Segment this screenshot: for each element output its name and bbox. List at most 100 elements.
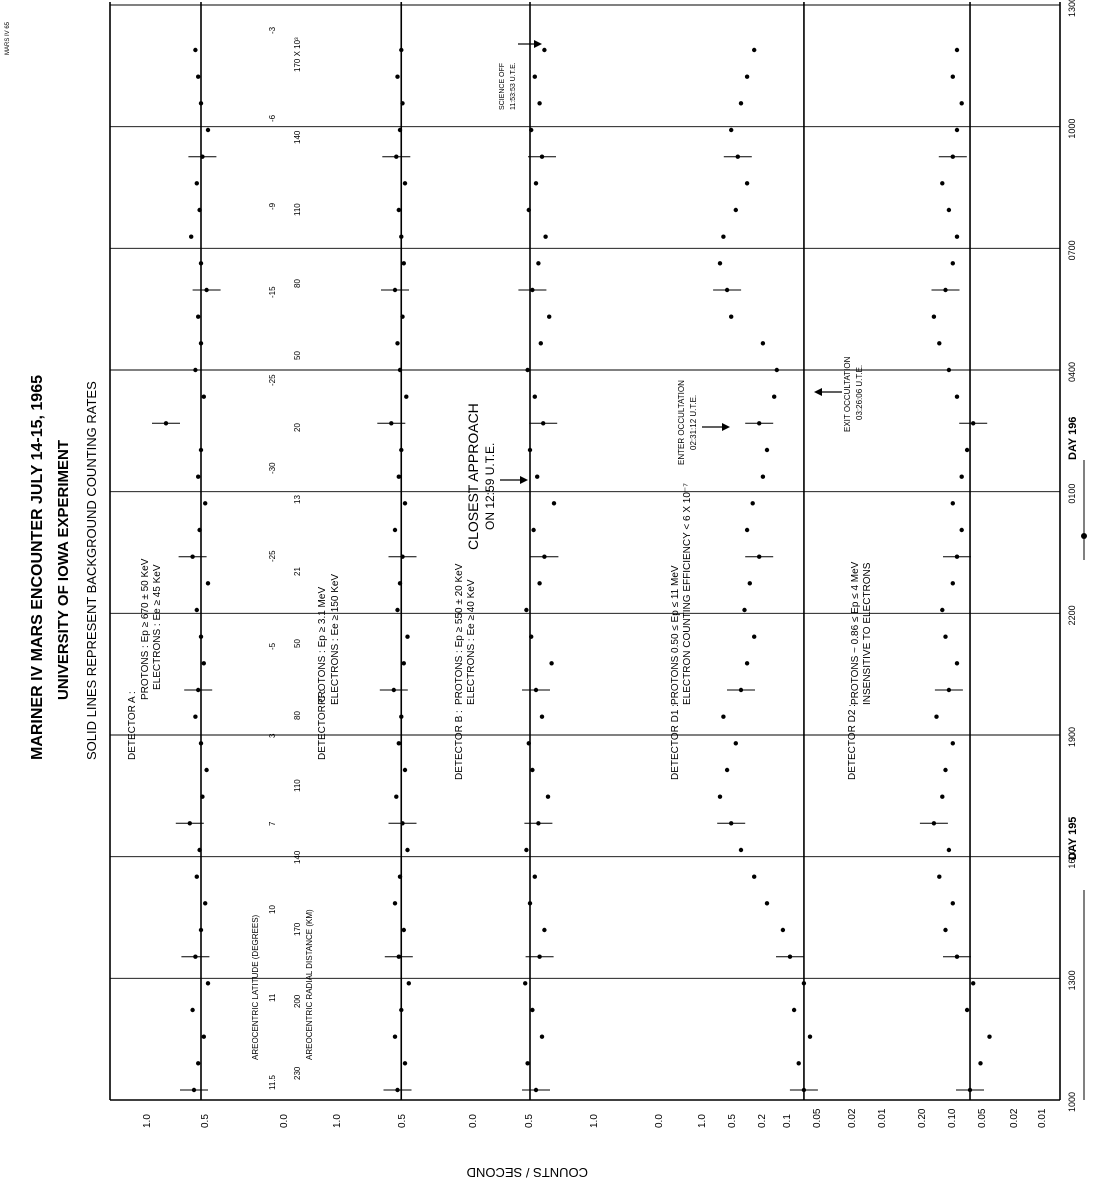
distance-tick: 170: [293, 922, 302, 936]
data-point: [533, 181, 539, 186]
data-point: [529, 634, 534, 639]
data-point: [529, 127, 534, 133]
latitude-tick: -5: [268, 642, 277, 650]
data-point: [729, 127, 734, 133]
detector-a-line-2: ELECTRONS : Ee ≥ 45 KeV: [152, 564, 163, 690]
data-point: [742, 607, 747, 613]
data-point: [392, 527, 398, 533]
latitude-tick: 11.5: [268, 1074, 277, 1090]
data-point: [717, 794, 723, 799]
data-point: [717, 261, 723, 266]
data-point: [400, 101, 405, 106]
data-point: [530, 1007, 535, 1013]
data-point: [399, 234, 404, 239]
data-point: [401, 661, 406, 666]
data-point: [971, 981, 976, 986]
science-off-line-1: SCIENCE OFF: [499, 63, 506, 110]
data-point: [526, 207, 531, 213]
data-point: [527, 447, 533, 453]
data-point: [954, 661, 960, 666]
distance-tick: 140: [293, 130, 302, 144]
data-point: [193, 47, 198, 53]
data-point: [196, 474, 201, 479]
latitude-tick: 11: [268, 993, 277, 1002]
data-point: [950, 261, 955, 266]
data-point: [950, 901, 955, 906]
data-point: [196, 314, 201, 319]
data-point: [201, 661, 206, 666]
data-point: [399, 447, 404, 453]
y-tick-label: 1.0: [142, 1114, 153, 1128]
y-tick-label: 1.0: [332, 1114, 343, 1128]
latitude-tick: -25: [268, 550, 277, 562]
data-point: [774, 367, 779, 373]
time-tick-label: 1900: [1067, 727, 1077, 747]
latitude-tick: -9: [268, 202, 277, 210]
data-point: [198, 101, 204, 106]
data-point: [539, 714, 545, 719]
data-point: [950, 741, 955, 746]
data-point: [937, 341, 942, 346]
detector-c-line-1: PROTONS : Ep ≥ 3.1 MeV: [317, 587, 328, 705]
data-point: [197, 847, 202, 853]
data-point: [397, 127, 403, 133]
y-tick-label: 1.0: [697, 1114, 708, 1128]
data-point: [752, 47, 757, 53]
distance-tick: 50: [293, 639, 302, 648]
data-point: [394, 794, 399, 799]
data-point: [205, 127, 211, 133]
data-point: [752, 874, 757, 879]
data-point: [764, 447, 770, 453]
data-point: [399, 47, 404, 53]
data-point: [801, 981, 807, 986]
detector-a-line-1: PROTONS : Ep ≥ 670 ± 50 KeV: [140, 558, 151, 700]
data-points: [152, 47, 992, 1093]
y-axis-title: COUNTS / SECOND: [467, 1165, 588, 1180]
detector-c-line-2: ELECTRONS : Ee ≥ 150 KeV: [330, 574, 341, 705]
y-tick-label: 0.0: [279, 1114, 290, 1128]
background-lines: [200, 2, 971, 1100]
time-tick-label: 1000: [1067, 119, 1077, 139]
title-block: MARS IV 65 MARINER IV MARS ENCOUNTER JUL…: [5, 21, 99, 760]
data-point: [950, 501, 955, 506]
data-point: [523, 981, 528, 986]
latitude-tick: -6: [268, 114, 277, 122]
data-point: [721, 234, 726, 239]
data-point: [401, 927, 406, 933]
data-point: [744, 661, 750, 666]
day-boundary-marker: [1081, 533, 1087, 539]
data-point: [193, 367, 198, 373]
distance-tick: 13: [293, 495, 302, 504]
detector-d1-line-1: PROTONS 0.50 ≤ Ep ≤ 11 MeV: [670, 565, 681, 705]
data-point: [744, 181, 750, 186]
data-point: [738, 101, 744, 106]
data-point: [954, 234, 960, 239]
y-tick-label: 0.1: [782, 1114, 793, 1128]
data-point: [791, 1007, 797, 1013]
data-point: [405, 847, 410, 853]
y-tick-label: 0.01: [1037, 1108, 1048, 1128]
day-markers: DAY 195 DAY 196: [1067, 417, 1087, 1100]
distance-tick: 200: [293, 994, 302, 1008]
y-tick-label: 0.20: [917, 1108, 928, 1128]
y-tick-label: 0.02: [1009, 1108, 1020, 1128]
data-point: [535, 474, 540, 479]
closest-approach-line-2: ON 12:59 U.T.E.: [483, 443, 497, 530]
data-point: [964, 447, 970, 453]
data-point: [807, 1034, 813, 1039]
time-tick-label: 2200: [1067, 605, 1077, 625]
data-point: [964, 1007, 970, 1013]
distance-title: AREOCENTRIC RADIAL DISTANCE (KM): [305, 909, 314, 1060]
enter-occultation-arrowhead: [722, 423, 730, 431]
data-point: [395, 74, 400, 79]
detector-d2-line-1: PROTONS ~ 0.86 ≤ Ep ≤ 4 MeV: [850, 561, 861, 705]
detector-b-line-1: PROTONS : Ep ≥ 550 ± 20 KeV: [454, 563, 465, 705]
exit-occultation-arrowhead: [814, 388, 822, 396]
data-point: [406, 981, 411, 986]
time-grid-lines: [110, 4, 1060, 1101]
day-196-label: DAY 196: [1067, 417, 1079, 460]
detector-d1-name: DETECTOR D1 :: [670, 704, 681, 780]
latitude-ticks: 11.5 11 10 7 3 -5 -25 -30 -25 -15 -9 -6 -3: [268, 26, 277, 1090]
detector-d1-line-2: ELECTRON COUNTING EFFICIENCY < 6 X 10⁻⁷: [682, 483, 693, 705]
